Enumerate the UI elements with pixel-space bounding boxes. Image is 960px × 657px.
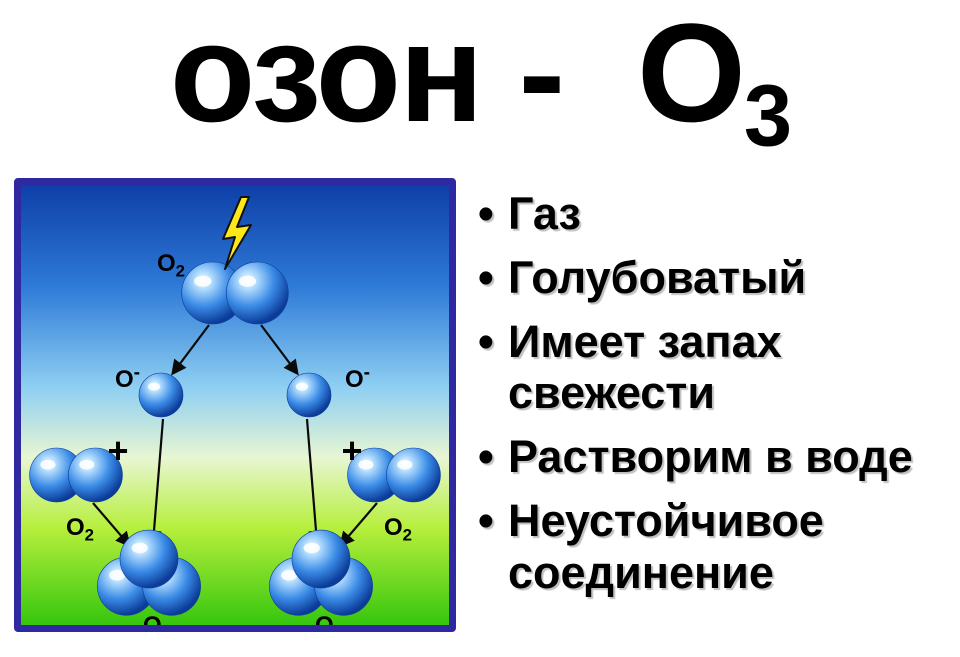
list-item: Неустойчивое соединение bbox=[478, 495, 948, 599]
title-word: озон bbox=[170, 0, 482, 151]
diagram-svg: O2O-O-O2O2O3O3++ bbox=[21, 185, 449, 625]
ozone-formation-diagram: O2O-O-O2O2O3O3++ bbox=[14, 178, 456, 632]
list-item: Растворим в воде bbox=[478, 431, 948, 483]
title: озон - O3 bbox=[0, 0, 960, 166]
list-item: Голубоватый bbox=[478, 252, 948, 304]
title-symbol: O bbox=[637, 0, 744, 151]
list-item: Имеет запах свежести bbox=[478, 316, 948, 420]
title-subscript: 3 bbox=[744, 67, 790, 164]
slide: озон - O3 Газ Голубоватый Имеет запах св… bbox=[0, 0, 960, 657]
svg-text:+: + bbox=[341, 430, 362, 471]
decorative-bottom-strip bbox=[0, 633, 960, 657]
properties-list: Газ Голубоватый Имеет запах свежести Рас… bbox=[478, 188, 948, 610]
title-dash: - bbox=[519, 0, 564, 151]
svg-text:+: + bbox=[107, 430, 128, 471]
list-item: Газ bbox=[478, 188, 948, 240]
